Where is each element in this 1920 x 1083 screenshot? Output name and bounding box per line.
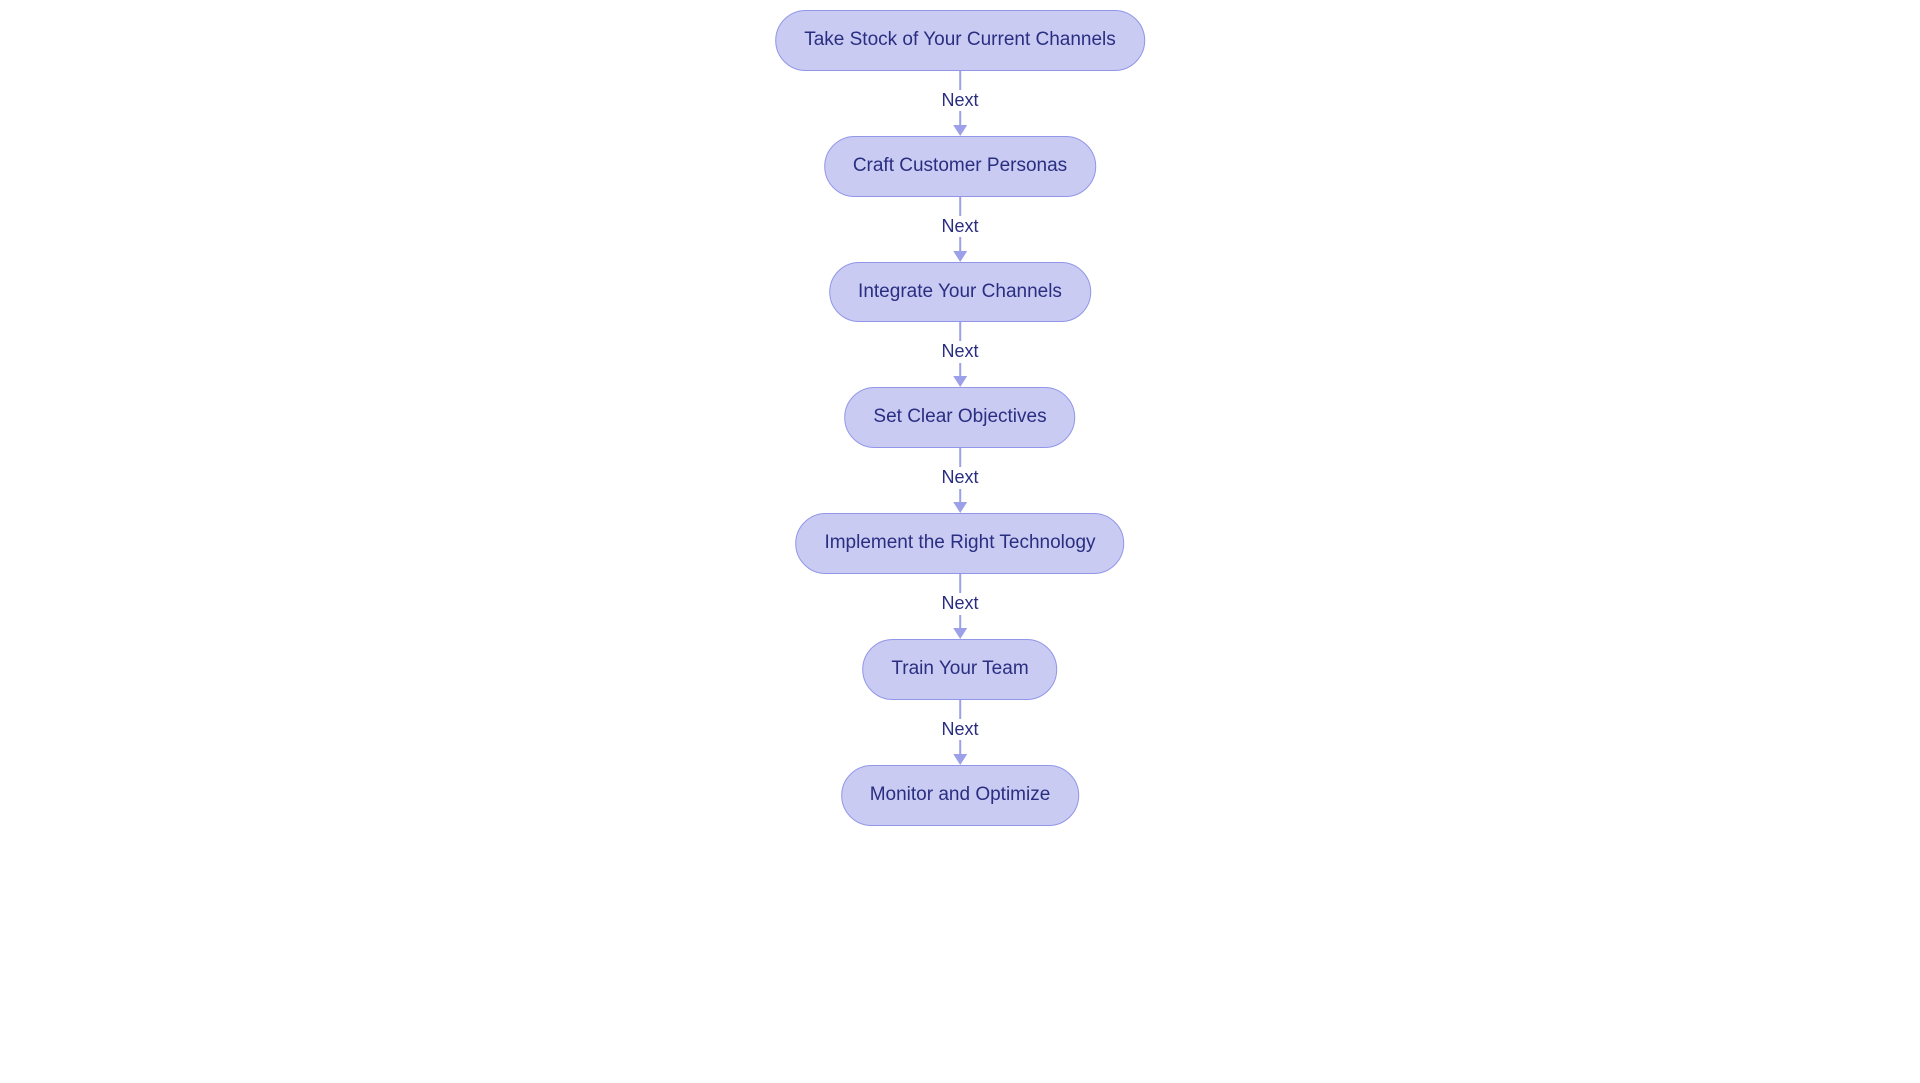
edge-line-bottom (959, 237, 961, 250)
flowchart-node-4: Set Clear Objectives (844, 387, 1075, 448)
flowchart-node-2: Craft Customer Personas (824, 136, 1096, 197)
node-label: Take Stock of Your Current Channels (804, 29, 1116, 52)
edge-line-bottom (959, 740, 961, 753)
flowchart-edge-1: Next (939, 71, 980, 136)
edge-label: Next (939, 593, 980, 615)
node-label: Set Clear Objectives (873, 406, 1046, 429)
flowchart-edge-5: Next (939, 574, 980, 639)
edge-line-top (959, 197, 961, 216)
flowchart-edge-3: Next (939, 322, 980, 387)
edge-line-top (959, 574, 961, 593)
edge-label: Next (939, 467, 980, 489)
edge-line-top (959, 322, 961, 341)
edge-line-bottom (959, 489, 961, 502)
edge-label: Next (939, 341, 980, 363)
node-label: Implement the Right Technology (824, 532, 1095, 555)
edge-label: Next (939, 719, 980, 741)
node-label: Craft Customer Personas (853, 155, 1067, 178)
arrowhead-icon (953, 125, 967, 136)
flowchart-node-7: Monitor and Optimize (841, 765, 1080, 826)
arrowhead-icon (953, 376, 967, 387)
node-label: Monitor and Optimize (870, 784, 1051, 807)
edge-label: Next (939, 216, 980, 238)
edge-line-top (959, 71, 961, 90)
node-label: Train Your Team (891, 658, 1028, 681)
arrowhead-icon (953, 251, 967, 262)
edge-line-bottom (959, 111, 961, 124)
flowchart-edge-6: Next (939, 700, 980, 765)
edge-line-bottom (959, 615, 961, 628)
edge-line-top (959, 700, 961, 719)
edge-label: Next (939, 90, 980, 112)
flowchart-node-5: Implement the Right Technology (795, 513, 1124, 574)
edge-line-top (959, 448, 961, 467)
flowchart-node-1: Take Stock of Your Current Channels (775, 10, 1145, 71)
flowchart-node-6: Train Your Team (862, 639, 1057, 700)
arrowhead-icon (953, 628, 967, 639)
flowchart-container: Take Stock of Your Current Channels Next… (775, 10, 1145, 826)
flowchart-edge-4: Next (939, 448, 980, 513)
node-label: Integrate Your Channels (858, 281, 1062, 304)
arrowhead-icon (953, 754, 967, 765)
flowchart-edge-2: Next (939, 197, 980, 262)
edge-line-bottom (959, 363, 961, 376)
flowchart-node-3: Integrate Your Channels (829, 262, 1091, 323)
arrowhead-icon (953, 502, 967, 513)
